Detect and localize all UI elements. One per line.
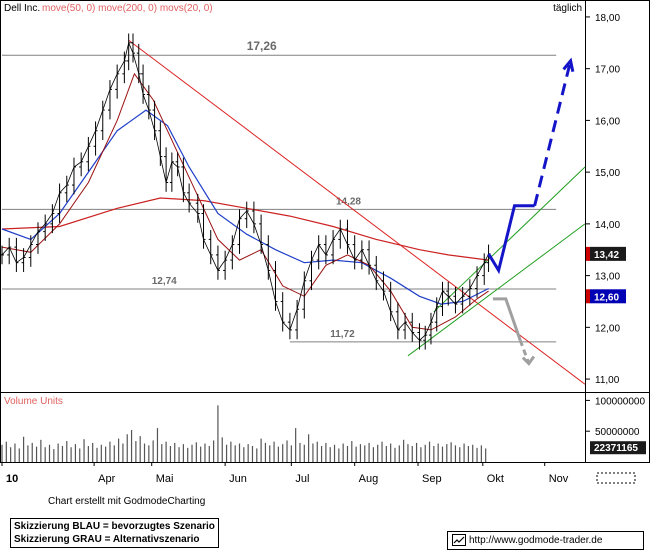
downtrend-line xyxy=(128,39,586,385)
volume-last-label: 22371165 xyxy=(594,443,638,454)
channel-upper-line xyxy=(433,166,586,313)
price-line xyxy=(1,41,489,341)
level-label: 17,26 xyxy=(247,39,277,53)
x-tick-label: Aug xyxy=(359,473,379,485)
y-tick-label: 17,00 xyxy=(595,65,620,76)
y-tick-label: 18,00 xyxy=(595,13,620,24)
x-tick-label: Jun xyxy=(229,473,247,485)
y-tick-label: 14,00 xyxy=(595,220,620,231)
y-tick-label: 16,00 xyxy=(595,116,620,127)
level-label: 14,28 xyxy=(336,196,361,207)
scenario-legend: Skizzierung BLAU = bevorzugtes Szenario … xyxy=(10,518,219,548)
x-tick-label: Okt xyxy=(487,473,504,485)
y-tick-label: 12,00 xyxy=(595,323,620,334)
x-tick-label: Mai xyxy=(156,473,174,485)
y-tick-label: 13,00 xyxy=(595,272,620,283)
ma20-line xyxy=(1,72,489,331)
x-tick-label: Apr xyxy=(98,473,115,485)
ma-price-box xyxy=(590,289,626,304)
scenario-grey-path xyxy=(492,297,522,341)
chart-title: Dell Inc. xyxy=(4,3,40,14)
volume-label: Volume Units xyxy=(4,396,63,407)
website-link[interactable]: http://www.godmode-trader.de xyxy=(447,531,644,550)
x-tick-label: 10 xyxy=(6,473,18,485)
scenario-blue-projection xyxy=(533,60,573,207)
legend-grey-scenario: Skizzierung GRAU = Alternativszenario xyxy=(14,534,200,545)
website-url[interactable]: http://www.godmode-trader.de xyxy=(469,535,603,546)
volume-last-box xyxy=(590,441,646,455)
y-tick-label: 15,00 xyxy=(595,168,620,179)
x-tick-label: Jul xyxy=(295,473,309,485)
period-label: täglich xyxy=(553,3,582,14)
channel-lower-line xyxy=(407,223,586,357)
ma-price-label: 12,60 xyxy=(594,292,619,303)
legend-blue-scenario: Skizzierung BLAU = bevorzugtes Szenario xyxy=(14,521,215,532)
scenario-grey-arrowhead xyxy=(521,355,536,366)
level-label: 12,74 xyxy=(152,276,177,287)
indicator-legend: move(50, 0) move(200, 0) movs(20, 0) xyxy=(42,3,213,14)
x-tick-label: Sep xyxy=(422,473,442,485)
volume-tick-label: 100000000 xyxy=(595,396,645,407)
scenario-blue-arrowhead xyxy=(562,57,575,72)
ma-price-marker xyxy=(586,289,590,304)
volume-tick-label: 50000000 xyxy=(595,427,640,438)
last-price-marker xyxy=(586,246,590,261)
x-tick-label: Nov xyxy=(549,473,569,485)
ma50-line xyxy=(1,109,489,305)
scenario-grey-projection xyxy=(518,339,531,365)
scroll-indicator xyxy=(596,472,636,484)
last-price-box xyxy=(590,246,626,261)
scenario-blue-path xyxy=(487,204,535,275)
level-label: 11,72 xyxy=(330,329,355,340)
chart-credit: Chart erstellt mit GodmodeCharting xyxy=(48,496,206,507)
chart-frame xyxy=(0,0,650,463)
y-tick-label: 11,00 xyxy=(595,375,620,386)
last-price-label: 13,42 xyxy=(594,250,619,261)
ma200-line xyxy=(1,197,489,261)
chart-logo-icon xyxy=(452,534,466,547)
